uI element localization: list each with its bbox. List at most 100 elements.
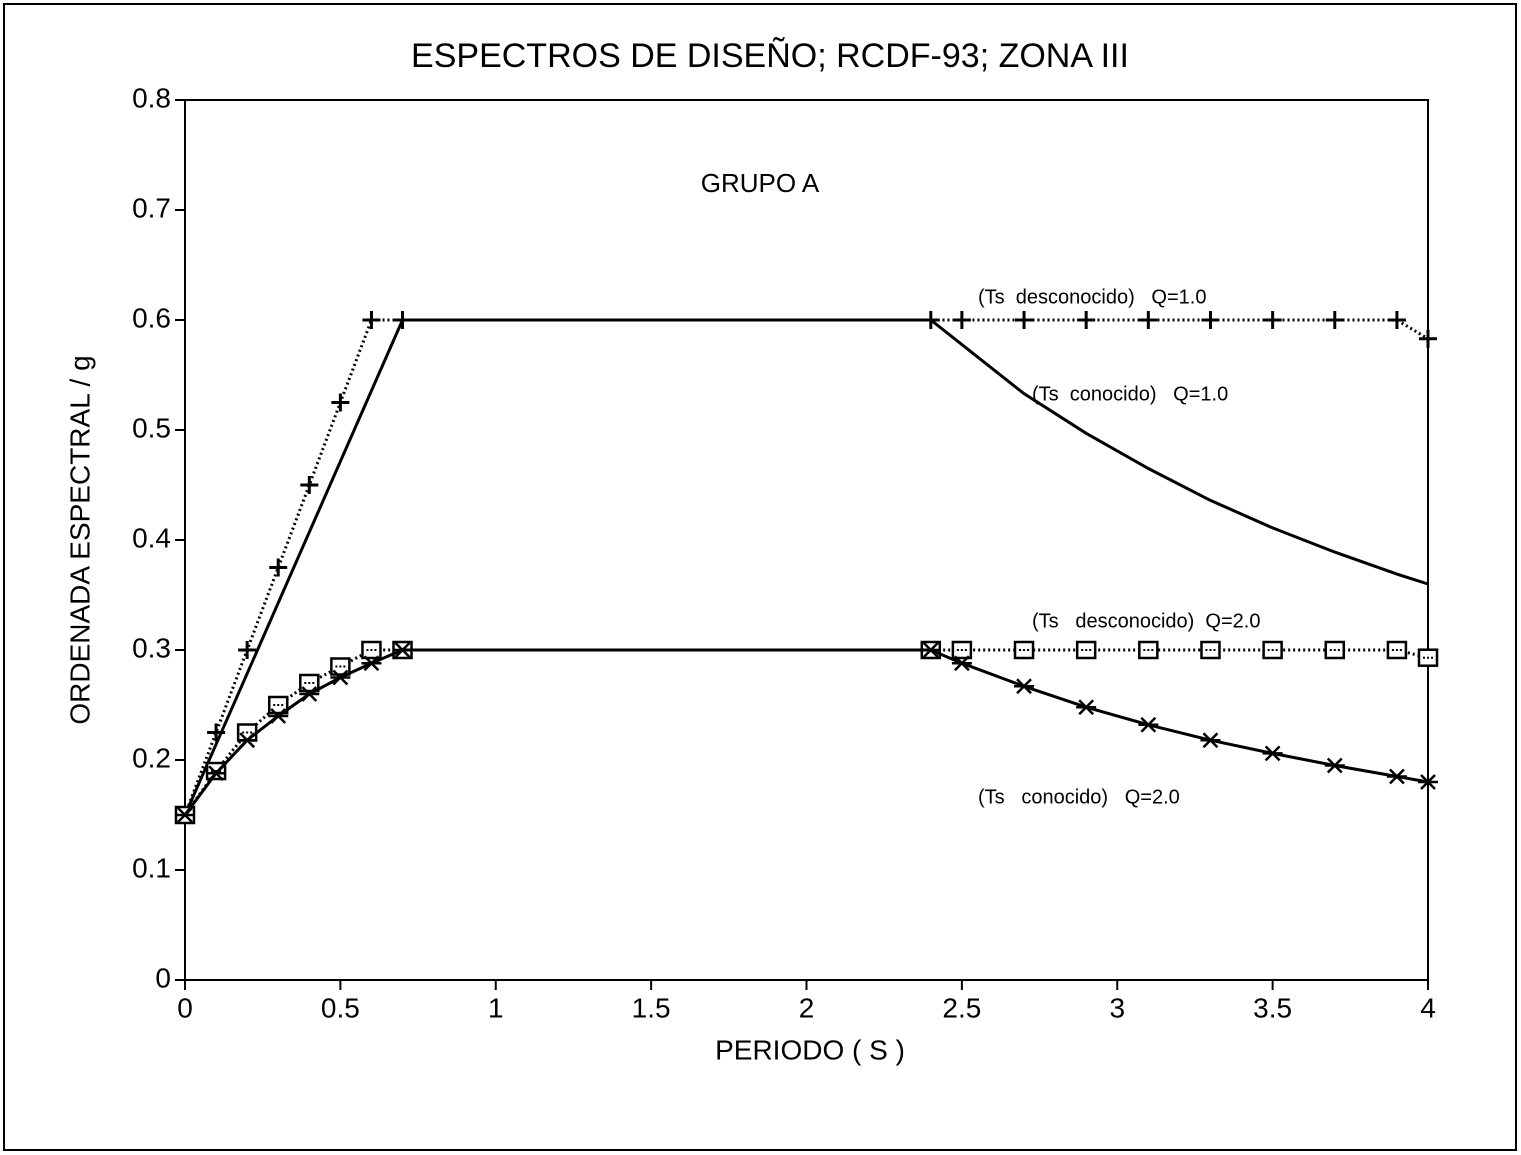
marker-stroke [1418, 774, 1438, 790]
marker [206, 765, 227, 782]
marker-stroke [361, 655, 382, 672]
marker [1324, 640, 1346, 660]
y-tick-label: 0.2 [132, 742, 171, 773]
marker-stroke [1139, 311, 1158, 329]
marker [1138, 640, 1159, 660]
marker-stroke [1200, 732, 1221, 749]
marker [1419, 329, 1437, 348]
x-tick-label: 3.5 [1253, 992, 1292, 1023]
marker [1076, 699, 1097, 716]
marker-stroke [392, 642, 413, 658]
series-label: (Ts conocido) Q=2.0 [978, 786, 1180, 808]
marker [362, 311, 381, 329]
marker [1075, 640, 1097, 660]
series-label: (Ts conocido) Q=1.0 [1032, 383, 1228, 405]
marker [175, 807, 195, 823]
x-tick-label: 0 [177, 992, 193, 1023]
marker-stroke [269, 558, 288, 577]
y-tick-label: 0.6 [132, 302, 171, 333]
marker [361, 640, 382, 660]
y-axis-label: ORDENADA ESPECTRAL / g [64, 355, 95, 724]
marker [330, 669, 351, 686]
marker [1262, 745, 1283, 762]
marker-stroke [330, 669, 351, 686]
frame [3, 3, 1517, 1151]
x-tick-label: 3 [1109, 992, 1125, 1023]
marker-stroke [1076, 699, 1097, 716]
marker [267, 695, 289, 715]
plot-box [184, 99, 1429, 981]
annotation: GRUPO A [701, 168, 820, 198]
marker [238, 641, 257, 659]
marker [1077, 311, 1096, 329]
marker [1324, 757, 1345, 774]
series-line [183, 318, 1429, 816]
marker-stroke [299, 686, 320, 702]
marker [1263, 311, 1282, 329]
marker [1200, 732, 1221, 749]
marker-stroke [206, 765, 227, 782]
y-tick-label: 0.7 [132, 192, 171, 223]
marker-stroke [920, 642, 941, 658]
x-tick-label: 2 [799, 992, 815, 1023]
x-axis-label: PERIODO ( S ) [715, 1034, 905, 1065]
marker-stroke [1262, 745, 1283, 762]
y-tick-label: 0.5 [132, 412, 171, 443]
marker [951, 640, 973, 660]
marker [1201, 311, 1220, 329]
marker-stroke [1386, 768, 1407, 785]
x-tick-label: 4 [1420, 992, 1436, 1023]
marker [269, 558, 288, 577]
marker [1139, 311, 1158, 329]
y-tick-label: 0.8 [132, 82, 171, 113]
y-tick-label: 0.4 [132, 522, 171, 553]
marker [1386, 768, 1407, 785]
marker [1138, 716, 1159, 733]
marker-stroke [1324, 757, 1345, 774]
marker-stroke [238, 641, 257, 659]
marker [951, 655, 972, 672]
marker [920, 642, 941, 658]
marker-stroke [1325, 311, 1344, 329]
marker [1262, 640, 1283, 660]
chart-title: ESPECTROS DE DISEÑO; RCDF-93; ZONA III [411, 37, 1129, 75]
marker [1417, 648, 1439, 667]
marker [1014, 678, 1035, 695]
x-tick-label: 1.5 [632, 992, 671, 1023]
y-tick-label: 0.1 [132, 852, 171, 883]
marker [1387, 311, 1406, 329]
marker-stroke [1387, 311, 1406, 329]
marker-stroke [1419, 329, 1437, 348]
series-label: (Ts desconocido) Q=2.0 [1032, 610, 1260, 632]
marker-stroke [331, 393, 350, 412]
marker [392, 642, 413, 658]
y-tick-label: 0 [155, 962, 171, 993]
marker [1386, 640, 1408, 660]
marker [268, 708, 289, 724]
marker [1200, 640, 1221, 660]
marker-stroke [175, 807, 195, 823]
marker [1013, 640, 1035, 660]
marker-stroke [952, 311, 971, 329]
marker-stroke [268, 708, 289, 724]
marker-stroke [1015, 311, 1034, 329]
marker [330, 657, 351, 676]
x-tick-label: 1 [488, 992, 504, 1023]
marker-stroke [1263, 311, 1282, 329]
marker-stroke [1014, 678, 1035, 695]
marker [952, 311, 971, 329]
marker-stroke [1138, 716, 1159, 733]
marker [331, 393, 350, 412]
marker-stroke [362, 311, 381, 329]
x-tick-label: 0.5 [321, 992, 360, 1023]
marker [1015, 311, 1034, 329]
marker-stroke [300, 476, 319, 494]
marker [237, 732, 258, 749]
marker-stroke [1077, 311, 1096, 329]
marker [361, 655, 382, 672]
y-tick-label: 0.3 [132, 632, 171, 663]
marker-stroke [951, 655, 972, 672]
marker-stroke [237, 732, 258, 749]
series-line [183, 648, 1429, 816]
